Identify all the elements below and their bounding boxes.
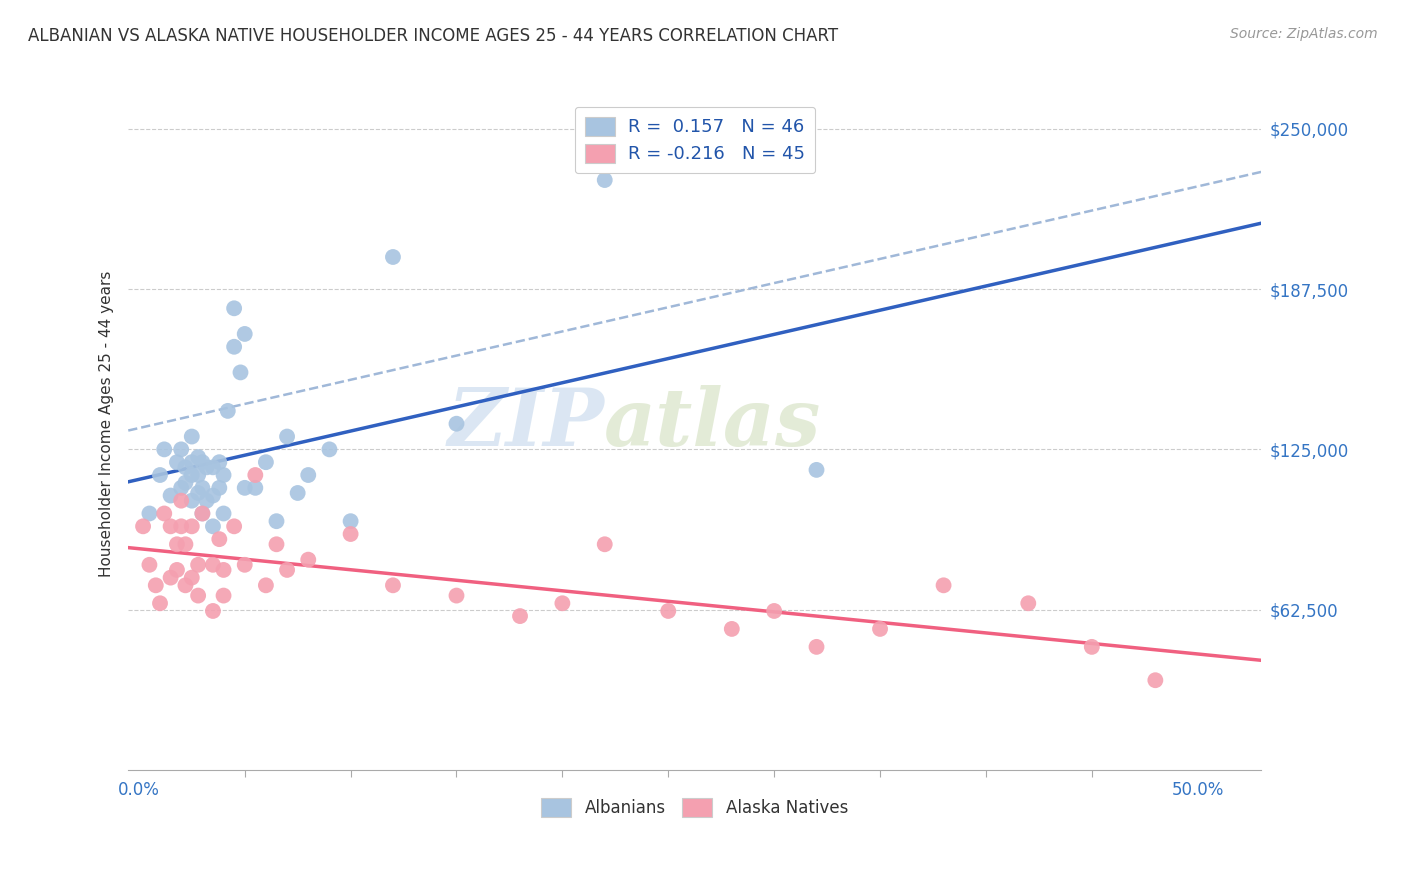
Point bbox=[339, 514, 361, 528]
Text: ZIP: ZIP bbox=[447, 385, 605, 462]
Point bbox=[276, 563, 298, 577]
Point bbox=[318, 442, 340, 457]
Point bbox=[187, 589, 209, 603]
Text: Source: ZipAtlas.com: Source: ZipAtlas.com bbox=[1230, 27, 1378, 41]
Point bbox=[224, 340, 246, 354]
Point bbox=[806, 463, 828, 477]
Point bbox=[201, 489, 224, 503]
Point bbox=[195, 460, 218, 475]
Point bbox=[224, 301, 246, 316]
Point bbox=[229, 366, 252, 380]
Point bbox=[187, 558, 209, 572]
Point bbox=[233, 326, 256, 341]
Point bbox=[212, 589, 235, 603]
Point bbox=[381, 250, 404, 264]
Text: ALBANIAN VS ALASKA NATIVE HOUSEHOLDER INCOME AGES 25 - 44 YEARS CORRELATION CHAR: ALBANIAN VS ALASKA NATIVE HOUSEHOLDER IN… bbox=[28, 27, 838, 45]
Point bbox=[245, 481, 267, 495]
Point bbox=[297, 552, 319, 566]
Point bbox=[339, 527, 361, 541]
Point bbox=[195, 493, 218, 508]
Point bbox=[180, 571, 202, 585]
Point bbox=[166, 455, 188, 469]
Point bbox=[145, 578, 167, 592]
Point bbox=[266, 514, 288, 528]
Point bbox=[208, 455, 231, 469]
Point bbox=[191, 455, 214, 469]
Point bbox=[201, 558, 224, 572]
Point bbox=[149, 468, 172, 483]
Point bbox=[551, 596, 574, 610]
Point bbox=[212, 468, 235, 483]
Point bbox=[212, 563, 235, 577]
Point bbox=[180, 455, 202, 469]
Point bbox=[180, 468, 202, 483]
Y-axis label: Householder Income Ages 25 - 44 years: Householder Income Ages 25 - 44 years bbox=[100, 270, 114, 577]
Point bbox=[201, 604, 224, 618]
Point bbox=[266, 537, 288, 551]
Point bbox=[201, 460, 224, 475]
Point bbox=[201, 519, 224, 533]
Point bbox=[159, 519, 181, 533]
Point bbox=[932, 578, 955, 592]
Point bbox=[657, 604, 679, 618]
Point bbox=[212, 507, 235, 521]
Point bbox=[254, 455, 277, 469]
Point bbox=[187, 468, 209, 483]
Point bbox=[159, 571, 181, 585]
Point bbox=[763, 604, 786, 618]
Point bbox=[217, 404, 239, 418]
Point bbox=[593, 173, 616, 187]
Point bbox=[446, 589, 468, 603]
Point bbox=[170, 442, 193, 457]
Point bbox=[806, 640, 828, 654]
Point bbox=[254, 578, 277, 592]
Point bbox=[191, 481, 214, 495]
Point bbox=[138, 558, 160, 572]
Point bbox=[1081, 640, 1104, 654]
Point bbox=[159, 489, 181, 503]
Point bbox=[287, 486, 309, 500]
Point bbox=[1144, 673, 1167, 688]
Point bbox=[170, 519, 193, 533]
Point bbox=[180, 493, 202, 508]
Point bbox=[180, 519, 202, 533]
Point bbox=[245, 468, 267, 483]
Point bbox=[720, 622, 742, 636]
Point bbox=[276, 429, 298, 443]
Point bbox=[191, 507, 214, 521]
Point bbox=[224, 519, 246, 533]
Point bbox=[180, 429, 202, 443]
Text: atlas: atlas bbox=[605, 385, 821, 462]
Point bbox=[187, 450, 209, 464]
Point bbox=[233, 481, 256, 495]
Point bbox=[381, 578, 404, 592]
Point bbox=[509, 609, 531, 624]
Point bbox=[593, 537, 616, 551]
Point bbox=[138, 507, 160, 521]
Point bbox=[174, 578, 197, 592]
Point bbox=[297, 468, 319, 483]
Point bbox=[208, 532, 231, 546]
Point bbox=[1017, 596, 1039, 610]
Point bbox=[174, 475, 197, 490]
Point bbox=[233, 558, 256, 572]
Point bbox=[208, 481, 231, 495]
Point bbox=[132, 519, 155, 533]
Point bbox=[153, 507, 176, 521]
Point bbox=[869, 622, 891, 636]
Legend: Albanians, Alaska Natives: Albanians, Alaska Natives bbox=[534, 791, 855, 824]
Point bbox=[191, 507, 214, 521]
Point bbox=[170, 481, 193, 495]
Point bbox=[166, 537, 188, 551]
Point bbox=[170, 493, 193, 508]
Point bbox=[187, 486, 209, 500]
Point bbox=[174, 537, 197, 551]
Point bbox=[174, 460, 197, 475]
Point bbox=[446, 417, 468, 431]
Point bbox=[166, 563, 188, 577]
Point bbox=[153, 442, 176, 457]
Point bbox=[149, 596, 172, 610]
